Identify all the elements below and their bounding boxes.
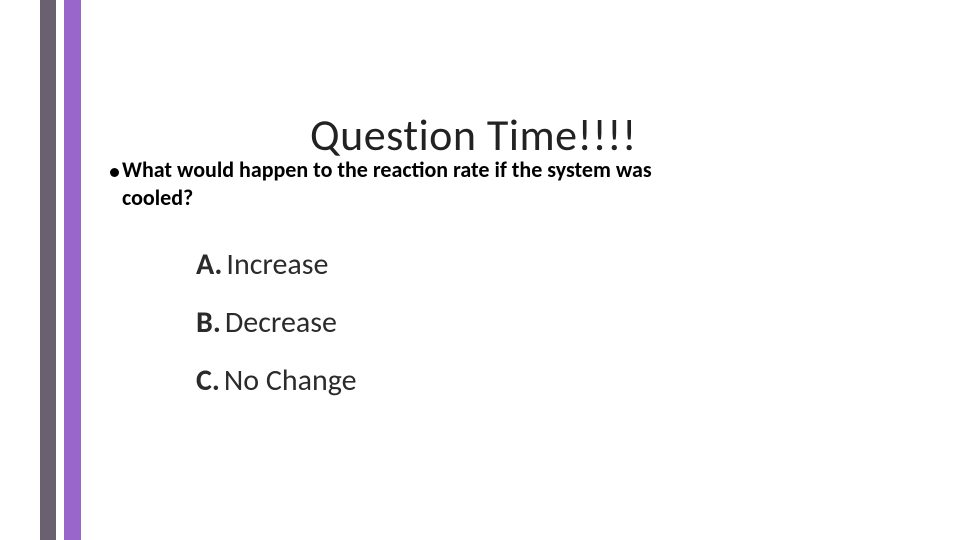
option-c-answer: No Change: [224, 362, 357, 399]
accent-stripes: [40, 0, 80, 540]
option-b: B.Decrease: [196, 304, 337, 341]
slide-title: Question Time!!!!: [310, 108, 637, 162]
stripe-purple: [64, 0, 81, 540]
option-a-letter: A.: [196, 246, 222, 283]
option-a-answer: Increase: [226, 246, 328, 283]
option-c-letter: C.: [196, 362, 220, 399]
option-a: A.Increase: [196, 246, 328, 283]
stripe-dark: [40, 0, 57, 540]
question-line1: What would happen to the reaction rate i…: [122, 156, 652, 183]
bullet-icon: [110, 168, 119, 177]
option-c: C.No Change: [196, 362, 357, 399]
option-b-letter: B.: [196, 304, 221, 341]
option-b-answer: Decrease: [225, 304, 337, 341]
question-text: What would happen to the reaction rate i…: [122, 156, 652, 212]
question-line2: cooled?: [122, 184, 193, 211]
